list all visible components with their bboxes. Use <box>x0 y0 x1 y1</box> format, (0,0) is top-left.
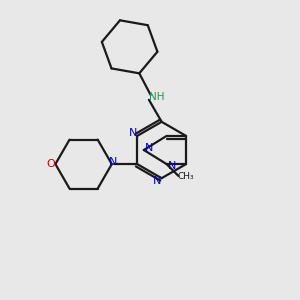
Text: CH₃: CH₃ <box>178 172 194 182</box>
Text: N: N <box>153 176 161 186</box>
Text: N: N <box>145 143 153 153</box>
Text: NH: NH <box>149 92 165 102</box>
Text: N: N <box>109 158 118 167</box>
Text: O: O <box>46 159 55 169</box>
Text: N: N <box>167 161 176 171</box>
Text: N: N <box>129 128 137 138</box>
